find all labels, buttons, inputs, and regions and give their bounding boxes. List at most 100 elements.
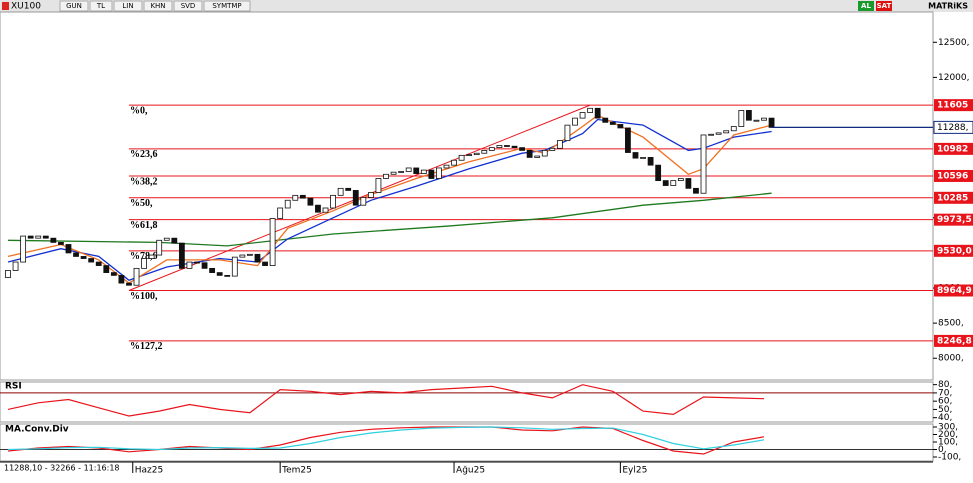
candle [269,218,276,266]
fib-value-box [934,284,973,297]
fib-label: %38,2 [130,176,158,187]
candle [209,267,216,273]
trade-button-label[interactable]: AL [861,2,871,10]
candle [496,145,503,149]
toolbar-label[interactable]: SYMTMP [212,2,241,10]
toolbar-label[interactable]: KHN [150,2,165,10]
macd-panel [0,423,934,462]
candle [390,171,397,175]
candle [602,117,609,123]
candle [670,180,677,186]
candle [88,258,95,263]
rsi-title: RSI [5,382,22,392]
candle [413,167,420,174]
candle [58,241,64,245]
candle [708,133,714,136]
trade-button-label[interactable]: SAT [877,2,892,10]
rsi-line [7,384,765,417]
candle [133,267,140,286]
y-tick-label: -100, [938,453,961,463]
candle [700,134,707,194]
candle [730,126,737,132]
toolbar-button[interactable] [173,0,203,12]
candle [194,261,200,264]
candle [549,147,556,151]
toolbar-button[interactable] [89,0,113,12]
toolbar-label[interactable]: LIN [122,2,133,10]
candle [662,180,669,186]
candle [254,253,261,263]
fib-value-label: 9530,0 [937,246,972,256]
candle [451,159,457,166]
toolbar-button[interactable] [203,0,251,12]
fib-label: %23,6 [130,149,158,160]
candle [594,107,601,119]
candle [367,192,374,198]
candle [345,187,352,191]
candle [337,187,344,196]
candle [579,112,586,119]
candle [428,169,435,179]
candle [277,207,284,219]
toolbar-label[interactable]: GUN [66,2,82,10]
candle [216,272,223,276]
candle [141,258,147,269]
candle [632,152,639,159]
y-tick-label: 8500, [938,319,964,329]
candle [262,261,268,266]
candle [12,261,19,271]
toolbar-button[interactable] [113,0,143,12]
candle [247,253,253,256]
candle [617,124,624,129]
date-label: Eyl25 [622,466,647,476]
candle [307,197,314,206]
y-tick-label: 70, [938,388,952,398]
toolbar-label[interactable]: SVD [181,2,196,10]
candle [110,272,117,276]
candle [239,254,246,258]
candle [572,117,578,126]
candle [564,124,571,141]
symbol-icon [2,2,9,10]
fib-value-box [934,142,973,155]
symbol: XU100 [11,2,41,12]
candle [65,244,72,254]
fib-label: %100, [130,291,158,302]
macd-line [7,426,765,455]
moving-average [7,114,772,284]
candle [541,150,548,157]
toolbar-label[interactable]: TL [96,2,105,10]
candle [35,235,42,239]
fib-value-label: 10982 [937,144,968,154]
candle [723,130,730,134]
candle [481,150,488,154]
candle [292,194,299,201]
candle [50,237,57,243]
toolbar-button[interactable] [59,0,89,12]
status: 11288,10 - 32266 - 11:16:18 [4,464,120,473]
candle [443,164,450,169]
fib-value-box [934,99,973,112]
candle [330,194,336,209]
macd-line [7,426,765,451]
candle [103,265,110,273]
y-tick-label: 300, [938,423,958,433]
fib-value-box [934,191,973,204]
candle [556,140,563,149]
candle [677,178,684,182]
candle [587,107,594,113]
candle [322,207,329,213]
candle [126,282,132,286]
candle [420,169,427,174]
trade-button[interactable] [876,1,892,11]
candle [95,261,102,266]
toolbar-button[interactable] [143,0,173,12]
candle [163,237,170,241]
fib-value-box [934,169,973,182]
candle [383,173,389,179]
trade-button[interactable] [858,1,874,11]
candle [526,150,533,158]
candle [27,235,34,239]
brand[interactable]: MATRiKS [928,2,968,11]
